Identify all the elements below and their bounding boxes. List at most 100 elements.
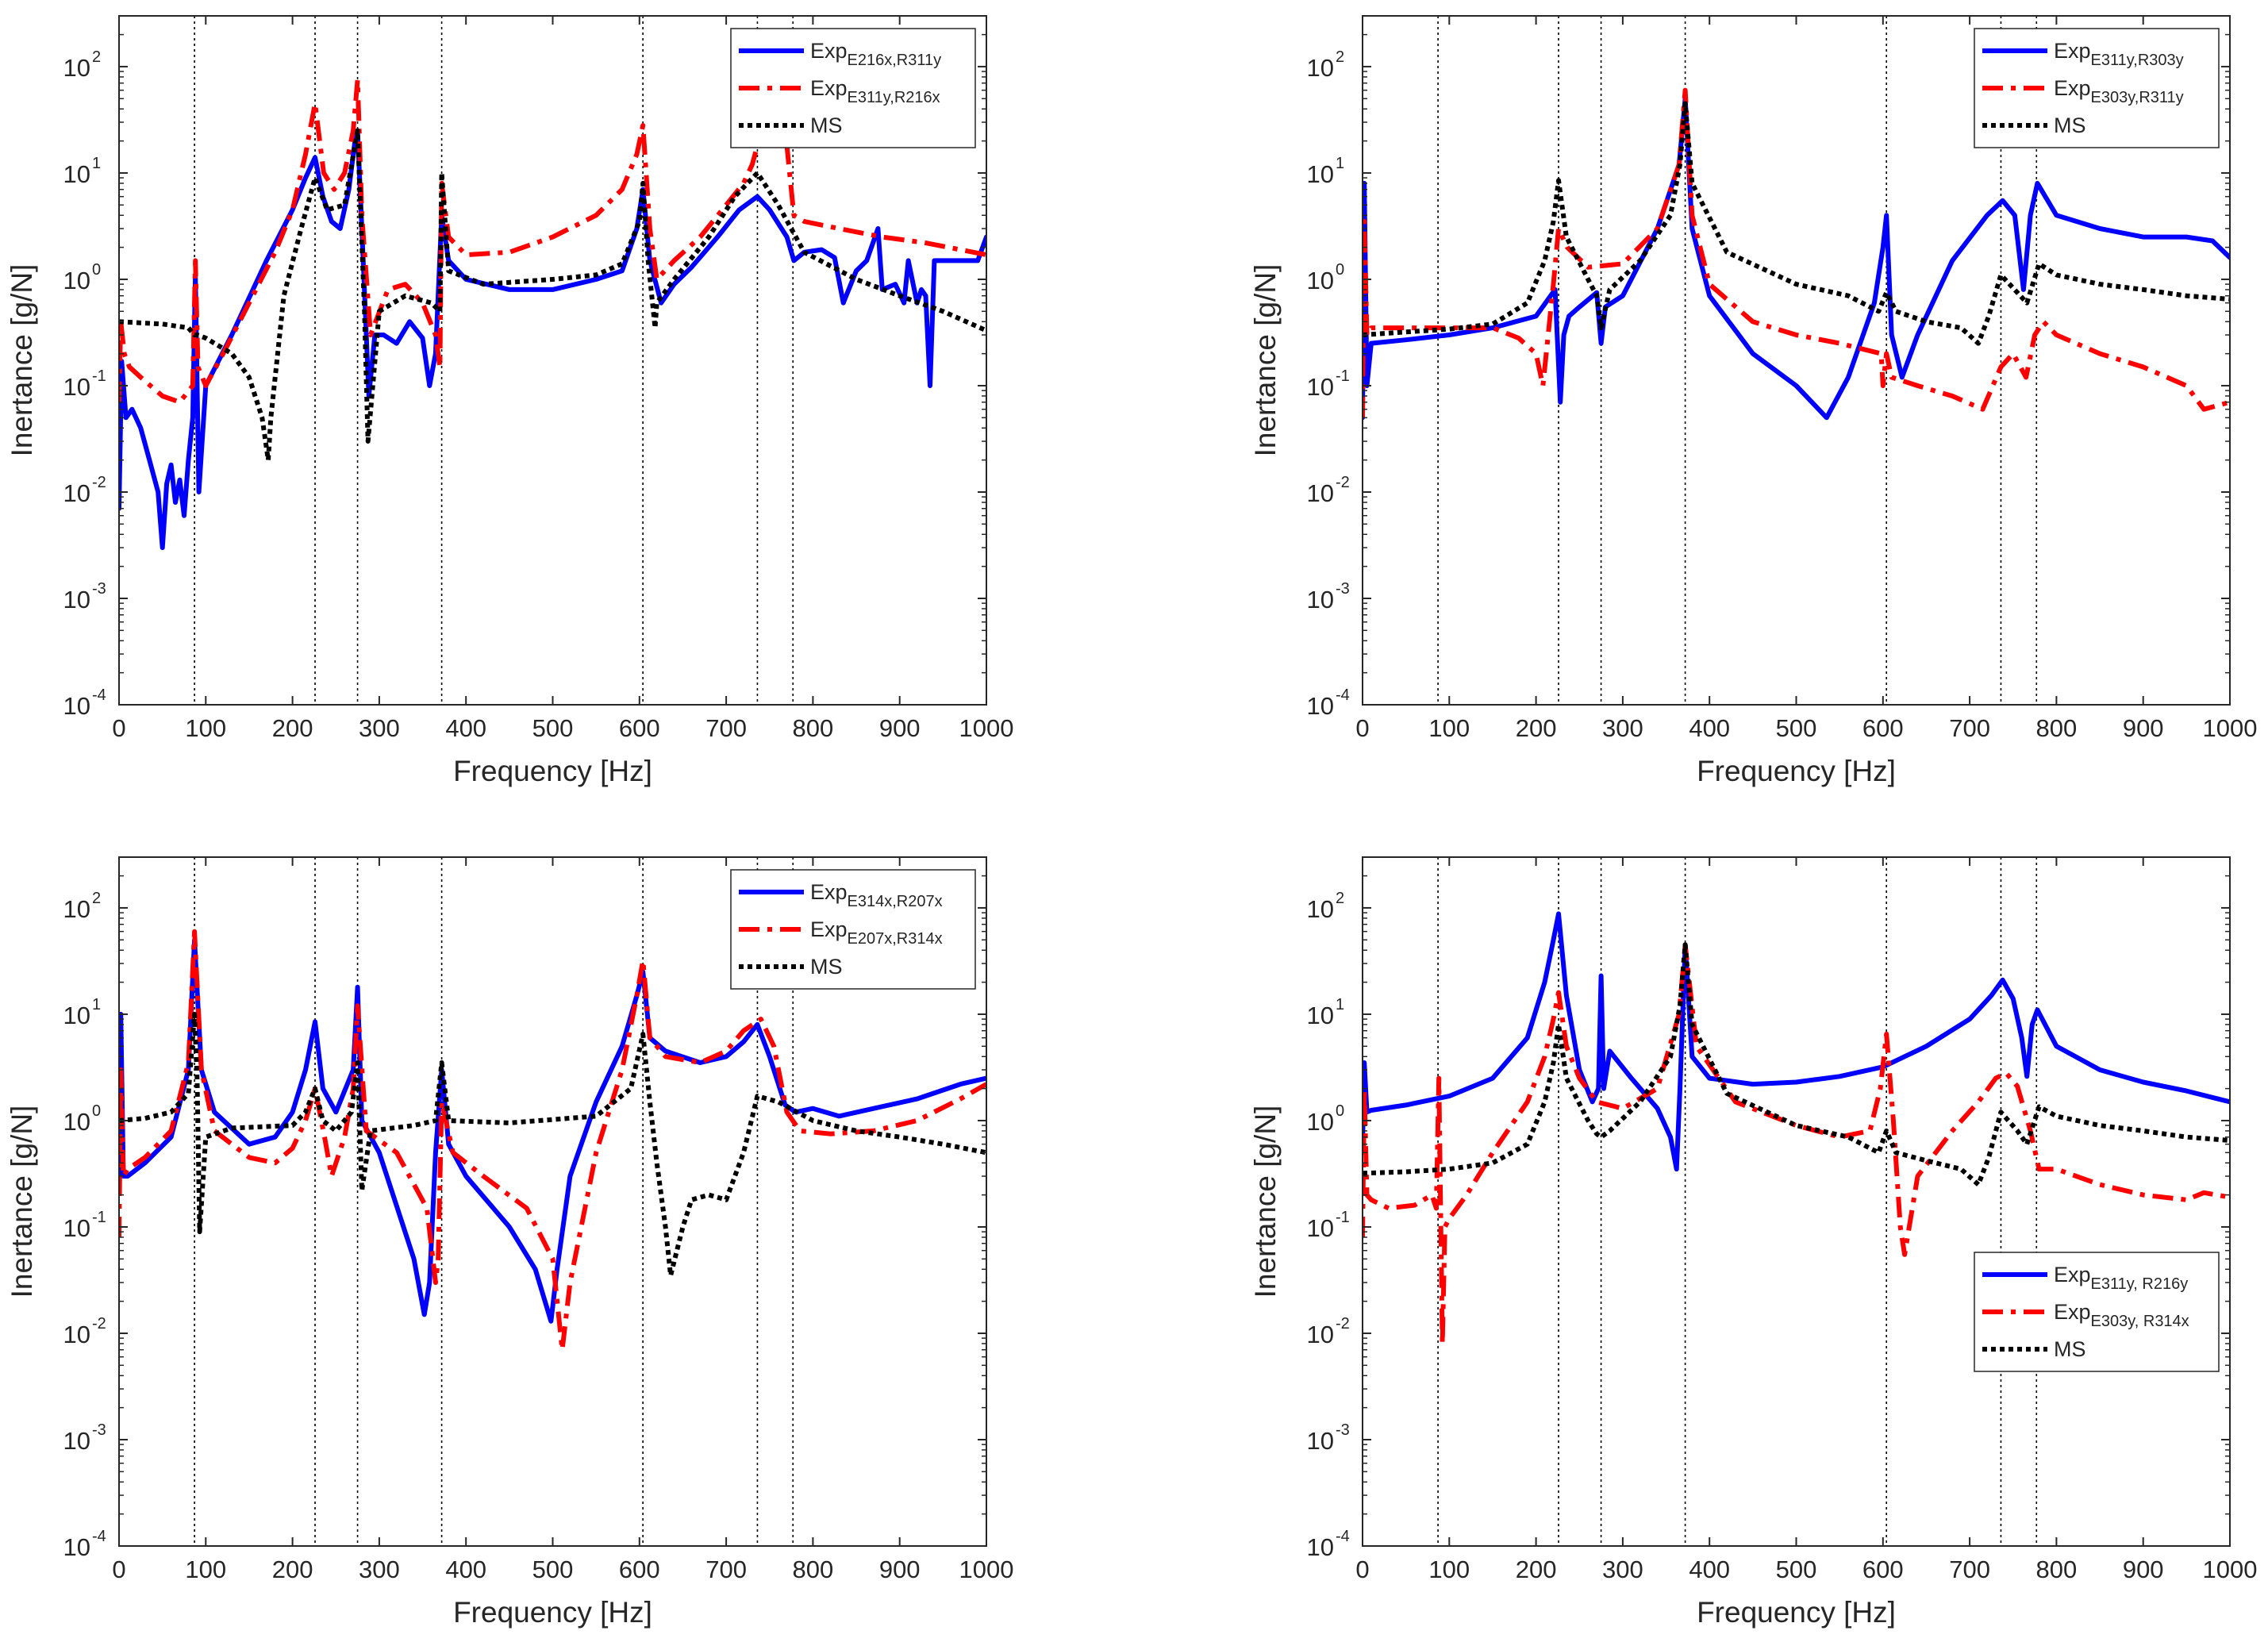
legend-entry-label: MS <box>2054 113 2086 137</box>
x-tick-label: 0 <box>112 1556 125 1583</box>
y-tick-exponent: 0 <box>1336 261 1344 279</box>
x-tick-label: 100 <box>1428 714 1470 742</box>
y-tick-exponent: -2 <box>1336 474 1350 491</box>
legend-entry-name: Exp <box>810 917 848 941</box>
x-tick-label: 1000 <box>959 714 1014 742</box>
y-tick-exponent: -4 <box>92 1528 106 1545</box>
series-line-dotted <box>119 1011 986 1279</box>
legend-entry-label: ExpE311y, R216y <box>2054 1263 2188 1293</box>
chart-panel-top-left: 0 100 200 300 400 500 600 700 800 900 100010-410-3… <box>6 15 1014 787</box>
legend-entry-label: ExpE311y,R303y <box>2054 39 2184 69</box>
y-tick-label: 10 <box>63 895 90 923</box>
y-axis-label: Inertance [g/N] <box>6 1106 38 1298</box>
series-line-solid <box>1363 911 2230 1172</box>
legend-entry-subscript: E207x,R314x <box>848 930 943 948</box>
legend-entry-name: Exp <box>810 39 848 63</box>
legend: ExpE311y,R303y ExpE303y,R311y MS <box>1974 28 2220 148</box>
y-tick-label: 10 <box>1307 373 1334 401</box>
x-tick-label: 400 <box>445 1556 486 1583</box>
y-tick-exponent: -1 <box>1336 1209 1350 1226</box>
series-group <box>1363 911 2230 1346</box>
x-tick-label: 600 <box>1862 1556 1904 1583</box>
chart-panel-top-right: 0 100 200 300 400 500 600 700 800 900 100010-410-3… <box>1249 15 2258 787</box>
x-tick-label: 800 <box>793 1556 834 1583</box>
legend-entry-name: MS <box>2054 113 2086 137</box>
legend-entry-label: MS <box>2054 1337 2086 1361</box>
legend-entry-label: MS <box>810 113 843 137</box>
x-tick-label: 900 <box>879 1556 921 1583</box>
x-tick-label: 400 <box>1689 1556 1730 1583</box>
legend-entry-subscript: E314x,R207x <box>848 893 943 910</box>
x-tick-label: 100 <box>185 714 226 742</box>
series-line-dashdot <box>1363 87 2230 418</box>
legend-entry-name: Exp <box>2054 1263 2091 1286</box>
x-tick-label: 200 <box>272 1556 313 1583</box>
legend-entry-subscript: E216x,R311y <box>848 52 942 69</box>
y-tick-exponent: -2 <box>1336 1315 1350 1333</box>
y-tick-label: 10 <box>63 1002 90 1029</box>
x-tick-label: 700 <box>1949 1556 1990 1583</box>
x-tick-label: 800 <box>2036 1556 2078 1583</box>
series-line-dotted <box>1363 942 2230 1187</box>
y-tick-exponent: 2 <box>92 890 101 907</box>
y-axis-label: Inertance [g/N] <box>1249 264 1282 457</box>
y-tick-exponent: -2 <box>92 474 106 491</box>
y-tick-label: 10 <box>63 54 90 82</box>
y-tick-exponent: 0 <box>1336 1102 1344 1120</box>
legend-entry-label: MS <box>810 955 843 979</box>
y-tick-exponent: -4 <box>1336 686 1350 704</box>
x-tick-label: 0 <box>1355 1556 1369 1583</box>
y-tick-label: 10 <box>63 160 90 188</box>
x-tick-label: 700 <box>705 714 747 742</box>
y-tick-exponent: 1 <box>1336 996 1344 1013</box>
series-line-dotted <box>1363 101 2230 346</box>
y-axis-label: Inertance [g/N] <box>1249 1106 1282 1298</box>
y-tick-exponent: 1 <box>92 996 101 1013</box>
y-tick-exponent: 1 <box>1336 155 1344 172</box>
x-tick-label: 0 <box>112 714 125 742</box>
x-tick-label: 700 <box>1949 714 1990 742</box>
x-tick-label: 500 <box>532 714 574 742</box>
x-tick-label: 400 <box>1689 714 1730 742</box>
x-tick-label: 200 <box>1516 1556 1557 1583</box>
y-tick-exponent: 2 <box>1336 890 1344 907</box>
legend-entry-subscript: E311y,R303y <box>2091 52 2184 69</box>
legend-entry-subscript: E311y,R216x <box>848 89 940 106</box>
x-tick-label: 300 <box>1602 714 1643 742</box>
y-tick-label: 10 <box>63 1321 90 1348</box>
y-tick-exponent: -4 <box>92 686 106 704</box>
y-tick-exponent: -3 <box>1336 1421 1350 1439</box>
legend-entry-name: Exp <box>2054 76 2091 100</box>
x-tick-label: 900 <box>879 714 921 742</box>
y-tick-exponent: -2 <box>92 1315 106 1333</box>
legend-entry-name: Exp <box>2054 1300 2091 1324</box>
y-tick-label: 10 <box>63 267 90 294</box>
y-tick-exponent: 1 <box>92 155 101 172</box>
legend-entry-label: ExpE216x,R311y <box>810 39 941 69</box>
x-tick-label: 600 <box>1862 714 1904 742</box>
x-tick-label: 800 <box>2036 714 2078 742</box>
y-tick-label: 10 <box>1307 267 1334 294</box>
y-tick-exponent: -3 <box>92 1421 106 1439</box>
y-tick-label: 10 <box>1307 160 1334 188</box>
series-group <box>119 929 986 1352</box>
legend-entry-name: MS <box>810 113 843 137</box>
legend-entry-subscript: E303y, R314x <box>2091 1313 2189 1330</box>
y-tick-exponent: 2 <box>1336 48 1344 66</box>
x-tick-label: 1000 <box>2203 714 2258 742</box>
legend-entry-label: ExpE303y,R311y <box>2054 76 2184 106</box>
y-tick-exponent: -3 <box>92 580 106 598</box>
y-tick-label: 10 <box>1307 1108 1334 1136</box>
x-tick-label: 300 <box>359 1556 400 1583</box>
series-group <box>1363 87 2230 421</box>
y-tick-label: 10 <box>1307 1427 1334 1455</box>
x-tick-label: 200 <box>1516 714 1557 742</box>
legend-entry-label: ExpE303y, R314x <box>2054 1300 2189 1330</box>
x-tick-label: 100 <box>1428 1556 1470 1583</box>
y-tick-exponent: -1 <box>92 1209 106 1226</box>
y-axis-label: Inertance [g/N] <box>6 264 38 457</box>
y-tick-label: 10 <box>1307 586 1334 613</box>
legend-entry-label: ExpE207x,R314x <box>810 917 943 948</box>
